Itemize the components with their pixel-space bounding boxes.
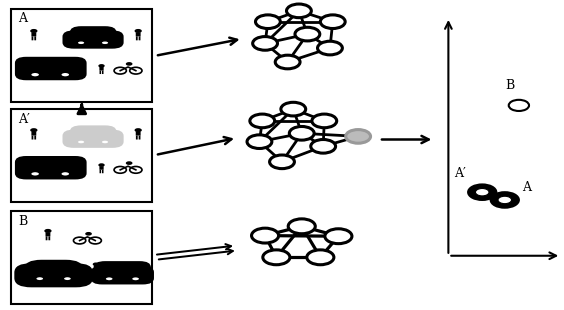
FancyBboxPatch shape xyxy=(94,261,151,279)
FancyBboxPatch shape xyxy=(91,266,154,285)
Circle shape xyxy=(131,276,140,281)
FancyBboxPatch shape xyxy=(96,269,98,272)
FancyBboxPatch shape xyxy=(34,135,36,140)
Circle shape xyxy=(252,228,279,243)
Circle shape xyxy=(135,29,142,33)
Circle shape xyxy=(263,250,290,265)
Circle shape xyxy=(475,188,489,196)
Circle shape xyxy=(295,27,320,41)
FancyBboxPatch shape xyxy=(136,135,138,140)
Circle shape xyxy=(126,161,133,165)
FancyBboxPatch shape xyxy=(99,170,101,173)
Circle shape xyxy=(101,40,109,45)
Circle shape xyxy=(247,135,272,148)
Circle shape xyxy=(92,263,99,266)
Circle shape xyxy=(318,41,342,55)
FancyBboxPatch shape xyxy=(102,70,104,74)
Circle shape xyxy=(311,140,336,153)
FancyBboxPatch shape xyxy=(15,57,87,80)
FancyBboxPatch shape xyxy=(49,236,50,240)
Circle shape xyxy=(320,15,345,29)
FancyBboxPatch shape xyxy=(32,32,36,36)
FancyBboxPatch shape xyxy=(15,156,87,179)
Circle shape xyxy=(85,232,92,236)
FancyBboxPatch shape xyxy=(136,131,140,135)
Circle shape xyxy=(63,276,72,281)
Circle shape xyxy=(36,276,44,281)
FancyBboxPatch shape xyxy=(136,32,140,36)
Bar xyxy=(11,9,152,102)
Text: A′: A′ xyxy=(18,113,30,126)
FancyBboxPatch shape xyxy=(99,166,104,170)
FancyBboxPatch shape xyxy=(63,30,124,49)
FancyBboxPatch shape xyxy=(34,36,36,40)
FancyBboxPatch shape xyxy=(94,269,95,272)
Circle shape xyxy=(255,15,280,29)
Circle shape xyxy=(30,128,37,132)
Circle shape xyxy=(77,140,85,144)
Circle shape xyxy=(253,37,277,50)
FancyBboxPatch shape xyxy=(32,131,36,135)
Circle shape xyxy=(270,155,294,169)
Circle shape xyxy=(98,163,105,167)
Text: B: B xyxy=(18,215,27,228)
Circle shape xyxy=(45,229,51,233)
Circle shape xyxy=(101,140,109,144)
Circle shape xyxy=(30,72,40,78)
FancyBboxPatch shape xyxy=(139,135,140,140)
FancyBboxPatch shape xyxy=(24,260,83,282)
Circle shape xyxy=(30,171,40,177)
FancyBboxPatch shape xyxy=(70,125,117,142)
Circle shape xyxy=(307,250,334,265)
Circle shape xyxy=(275,55,300,69)
FancyBboxPatch shape xyxy=(46,232,50,236)
FancyBboxPatch shape xyxy=(14,263,93,287)
Circle shape xyxy=(287,4,311,18)
Circle shape xyxy=(281,102,306,116)
Circle shape xyxy=(30,29,37,33)
Circle shape xyxy=(468,184,496,200)
Circle shape xyxy=(250,114,275,128)
FancyBboxPatch shape xyxy=(63,130,124,148)
Circle shape xyxy=(312,114,337,128)
Circle shape xyxy=(135,128,142,132)
Circle shape xyxy=(105,276,114,281)
Circle shape xyxy=(289,126,314,140)
Circle shape xyxy=(288,219,315,234)
Bar xyxy=(11,108,152,202)
FancyBboxPatch shape xyxy=(46,236,47,240)
Text: A′: A′ xyxy=(453,167,466,180)
Circle shape xyxy=(509,100,529,111)
Text: A: A xyxy=(522,181,531,194)
FancyBboxPatch shape xyxy=(136,36,138,40)
FancyBboxPatch shape xyxy=(102,170,104,173)
FancyBboxPatch shape xyxy=(94,265,98,269)
Circle shape xyxy=(325,229,352,244)
Circle shape xyxy=(98,64,105,68)
Circle shape xyxy=(498,196,512,204)
Text: A: A xyxy=(18,12,27,25)
FancyBboxPatch shape xyxy=(99,70,101,74)
Circle shape xyxy=(126,62,133,66)
Circle shape xyxy=(346,130,371,143)
Text: B: B xyxy=(505,79,514,92)
FancyBboxPatch shape xyxy=(70,26,117,43)
Circle shape xyxy=(60,72,70,78)
Circle shape xyxy=(491,192,519,208)
Circle shape xyxy=(77,40,85,45)
FancyBboxPatch shape xyxy=(139,36,140,40)
FancyBboxPatch shape xyxy=(99,67,104,70)
FancyBboxPatch shape xyxy=(32,135,33,140)
Circle shape xyxy=(60,171,70,177)
Bar xyxy=(11,211,152,304)
FancyBboxPatch shape xyxy=(32,36,33,40)
